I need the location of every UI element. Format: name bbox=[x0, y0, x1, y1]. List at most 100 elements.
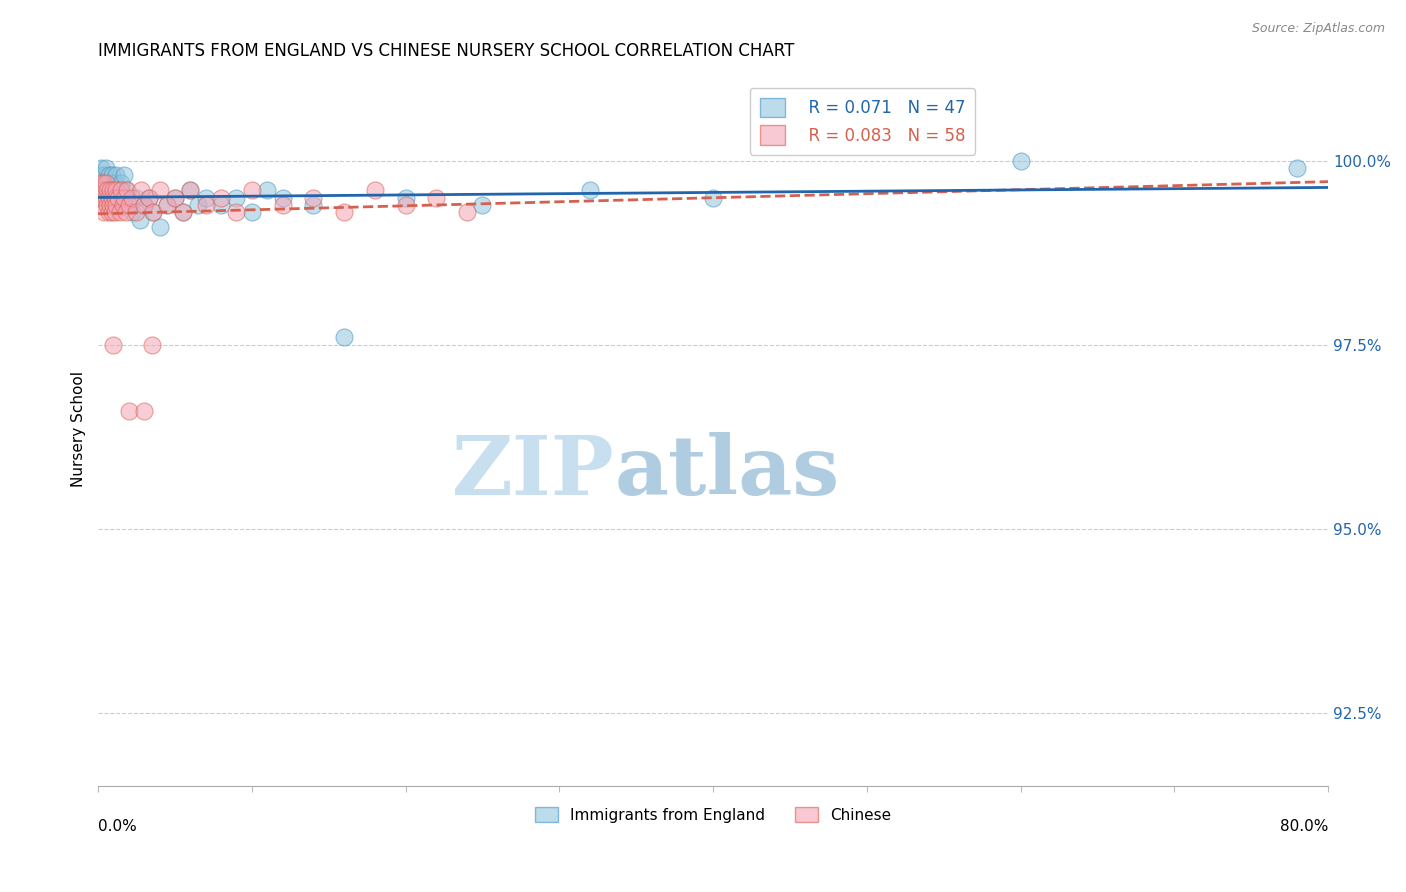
Point bbox=[101, 205, 124, 219]
Point bbox=[121, 190, 143, 204]
Point bbox=[91, 176, 114, 190]
Text: IMMIGRANTS FROM ENGLAND VS CHINESE NURSERY SCHOOL CORRELATION CHART: IMMIGRANTS FROM ENGLAND VS CHINESE NURSE… bbox=[98, 42, 794, 60]
Point bbox=[225, 205, 247, 219]
Point bbox=[302, 198, 325, 212]
Point bbox=[104, 205, 127, 219]
Text: atlas: atlas bbox=[614, 433, 839, 512]
Point bbox=[1010, 153, 1032, 168]
Point bbox=[333, 330, 356, 344]
Point bbox=[138, 190, 160, 204]
Point bbox=[93, 183, 115, 197]
Point bbox=[98, 183, 121, 197]
Point bbox=[101, 169, 124, 183]
Point bbox=[138, 190, 160, 204]
Point bbox=[103, 183, 125, 197]
Point bbox=[105, 169, 128, 183]
Point bbox=[98, 198, 121, 212]
Text: 0.0%: 0.0% bbox=[98, 819, 136, 834]
Point bbox=[156, 198, 179, 212]
Point bbox=[97, 190, 120, 204]
Point bbox=[225, 190, 247, 204]
Point bbox=[129, 183, 152, 197]
Point bbox=[141, 338, 163, 352]
Point bbox=[302, 190, 325, 204]
Point bbox=[187, 198, 209, 212]
Point bbox=[96, 183, 118, 197]
Point bbox=[134, 404, 156, 418]
Point bbox=[93, 205, 115, 219]
Point bbox=[394, 190, 416, 204]
Point bbox=[579, 183, 602, 197]
Point bbox=[104, 190, 127, 204]
Point bbox=[194, 190, 217, 204]
Point bbox=[94, 176, 117, 190]
Point bbox=[96, 183, 118, 197]
Point bbox=[134, 198, 156, 212]
Point bbox=[94, 161, 117, 175]
Point bbox=[209, 198, 232, 212]
Point bbox=[117, 183, 139, 197]
Point bbox=[271, 190, 294, 204]
Point bbox=[209, 190, 232, 204]
Point bbox=[179, 183, 201, 197]
Point bbox=[91, 176, 114, 190]
Point bbox=[179, 183, 201, 197]
Point bbox=[97, 205, 120, 219]
Point bbox=[364, 183, 387, 197]
Point bbox=[94, 190, 117, 204]
Point bbox=[425, 190, 447, 204]
Point bbox=[112, 169, 135, 183]
Point bbox=[333, 205, 356, 219]
Point bbox=[163, 190, 186, 204]
Point bbox=[105, 183, 128, 197]
Point bbox=[172, 205, 194, 219]
Point bbox=[111, 198, 134, 212]
Point bbox=[172, 205, 194, 219]
Point bbox=[142, 205, 165, 219]
Point bbox=[89, 190, 111, 204]
Point bbox=[125, 205, 148, 219]
Point bbox=[114, 183, 136, 197]
Point bbox=[97, 190, 120, 204]
Y-axis label: Nursery School: Nursery School bbox=[72, 371, 86, 487]
Point bbox=[98, 176, 121, 190]
Point bbox=[134, 198, 156, 212]
Point bbox=[103, 198, 125, 212]
Point bbox=[271, 198, 294, 212]
Point bbox=[240, 183, 263, 197]
Point bbox=[90, 161, 112, 175]
Point bbox=[148, 183, 170, 197]
Point bbox=[394, 198, 416, 212]
Point bbox=[148, 220, 170, 235]
Point bbox=[103, 338, 125, 352]
Point bbox=[107, 190, 129, 204]
Point bbox=[112, 190, 135, 204]
Point bbox=[240, 205, 263, 219]
Point bbox=[194, 198, 217, 212]
Point bbox=[91, 190, 114, 204]
Legend: Immigrants from England, Chinese: Immigrants from England, Chinese bbox=[529, 801, 897, 829]
Point bbox=[702, 190, 724, 204]
Point bbox=[90, 198, 112, 212]
Point bbox=[104, 176, 127, 190]
Point bbox=[128, 212, 150, 227]
Point bbox=[163, 190, 186, 204]
Point bbox=[118, 404, 141, 418]
Text: 80.0%: 80.0% bbox=[1279, 819, 1329, 834]
Point bbox=[89, 176, 111, 190]
Point bbox=[105, 198, 128, 212]
Point bbox=[256, 183, 278, 197]
Point bbox=[90, 183, 112, 197]
Point bbox=[118, 198, 141, 212]
Point bbox=[471, 198, 494, 212]
Point bbox=[103, 183, 125, 197]
Point bbox=[125, 190, 148, 204]
Point bbox=[107, 198, 129, 212]
Point bbox=[142, 205, 165, 219]
Point bbox=[89, 169, 111, 183]
Point bbox=[96, 198, 118, 212]
Point bbox=[108, 183, 131, 197]
Point bbox=[110, 183, 132, 197]
Point bbox=[108, 205, 131, 219]
Point bbox=[107, 190, 129, 204]
